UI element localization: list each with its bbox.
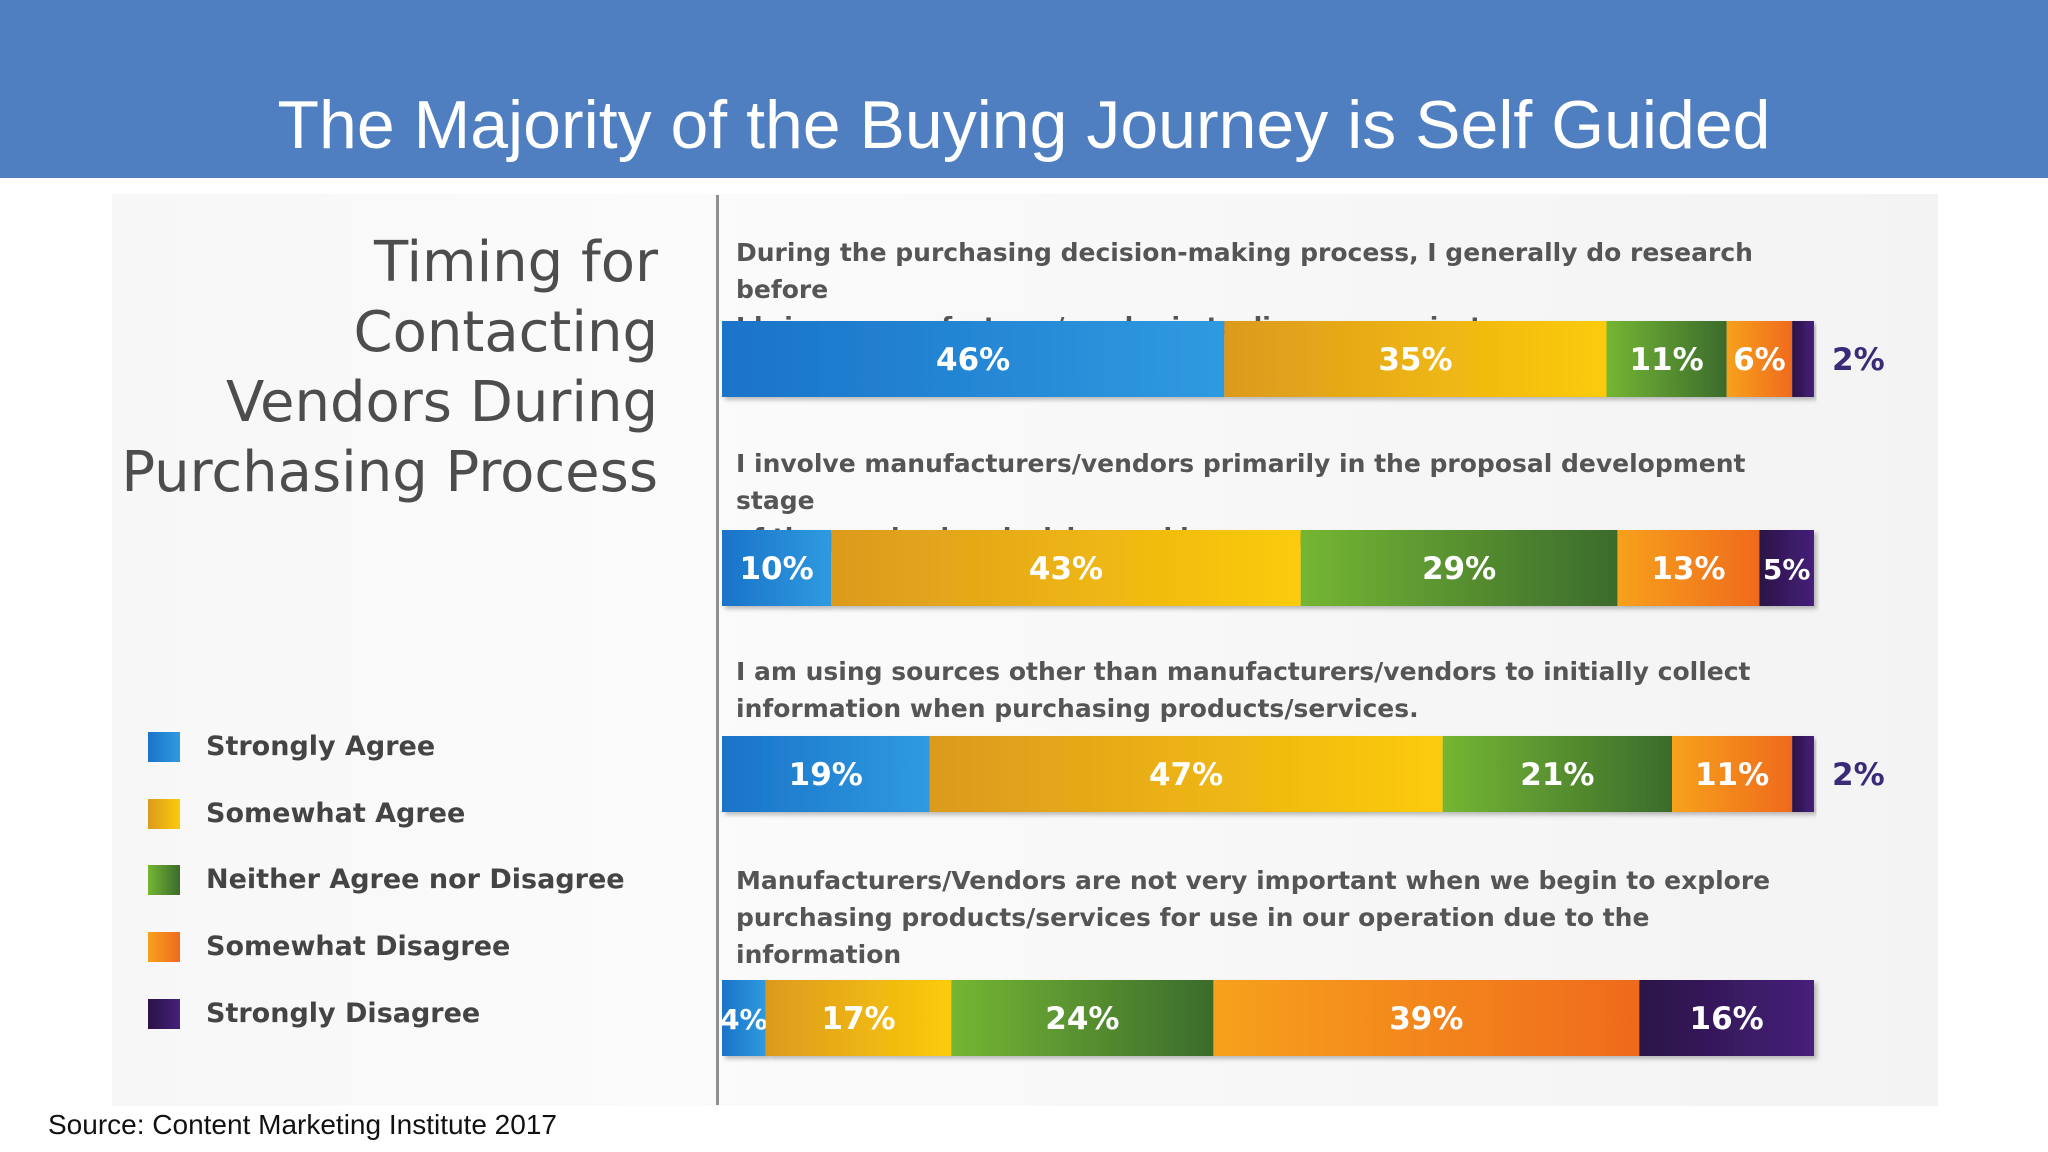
bar-segment-r2-s3 (1300, 530, 1618, 606)
bar-label-r2-s2: 43% (1029, 551, 1103, 587)
legend-swatch-somewhat-disagree (148, 932, 180, 962)
bar-segment-r3-s5 (1792, 736, 1814, 812)
bar-label-r2-s5: 5% (1763, 553, 1811, 586)
bar-segment-r3-s4 (1672, 736, 1793, 812)
bar-label-r3-s1: 19% (789, 757, 863, 793)
bar-segment-r1-s2 (1224, 321, 1607, 397)
statement-3: I am using sources other than manufactur… (736, 653, 1816, 727)
chart-title-line-3: Purchasing Process (121, 440, 658, 505)
legend-swatch-somewhat-agree (148, 799, 180, 829)
bar-segment-r2-s5 (1759, 530, 1814, 606)
bar-segment-r1-s3 (1606, 321, 1727, 397)
legend-item-somewhat-disagree: Somewhat Disagree (148, 927, 648, 967)
bar-label-r1-s1: 46% (936, 342, 1010, 378)
slide-title: The Majority of the Buying Journey is Se… (277, 87, 1771, 163)
bar-segment-r4-s2 (765, 980, 952, 1056)
bar-label-r1-s3: 11% (1629, 342, 1703, 378)
bar-segment-r2-s4 (1617, 530, 1760, 606)
statement-4-line-1: Manufacturers/Vendors are not very impor… (736, 866, 1771, 895)
legend-swatch-neither (148, 865, 180, 895)
bar-segment-r4-s5 (1639, 980, 1814, 1056)
bar-label-r4-s2: 17% (821, 1001, 895, 1037)
bar-label-r3-s4: 11% (1695, 757, 1769, 793)
legend-swatch-strongly-disagree (148, 999, 180, 1029)
statement-4: Manufacturers/Vendors are not very impor… (736, 862, 1816, 1010)
statement-4-line-2: purchasing products/services for use in … (736, 903, 1650, 969)
statement-1-line-1: During the purchasing decision-making pr… (736, 238, 1753, 304)
bar-segment-r1-s5 (1792, 321, 1814, 397)
legend-item-strongly-agree: Strongly Agree (148, 727, 648, 767)
legend-label-somewhat-disagree: Somewhat Disagree (206, 931, 511, 962)
bar-segment-r1-s1 (722, 321, 1225, 397)
legend-item-neither: Neither Agree nor Disagree (148, 860, 648, 900)
legend-label-strongly-agree: Strongly Agree (206, 731, 436, 762)
bar-label-r1-s5: 2% (1832, 342, 1885, 378)
bar-label-r1-s2: 35% (1378, 342, 1452, 378)
bar-label-r2-s3: 29% (1422, 551, 1496, 587)
legend-swatch-strongly-agree (148, 732, 180, 762)
statement-3-line-1: I am using sources other than manufactur… (736, 657, 1751, 686)
bar-segment-r1-s4 (1726, 321, 1793, 397)
legend-label-somewhat-agree: Somewhat Agree (206, 798, 466, 829)
statement-2-line-1: I involve manufacturers/vendors primaril… (736, 449, 1746, 515)
chart-divider (716, 195, 719, 1105)
bar-label-r1-s4: 6% (1733, 342, 1786, 378)
bar-label-r4-s4: 39% (1389, 1001, 1463, 1037)
bar-segment-r4-s4 (1213, 980, 1640, 1056)
chart-title-line-2: Vendors During (226, 370, 658, 435)
bar-segment-r4-s1 (722, 980, 766, 1056)
bar-label-r3-s5: 2% (1832, 757, 1885, 793)
title-banner (0, 0, 2048, 178)
bar-label-r4-s3: 24% (1045, 1001, 1119, 1037)
legend-label-neither: Neither Agree nor Disagree (206, 864, 625, 895)
bar-segment-r3-s2 (929, 736, 1443, 812)
bar-segment-r4-s3 (951, 980, 1214, 1056)
source-note: Source: Content Marketing Institute 2017 (48, 1109, 557, 1140)
statement-3-line-2: information when purchasing products/ser… (736, 694, 1419, 723)
bar-label-r4-s1: 4% (720, 1003, 768, 1036)
legend-label-strongly-disagree: Strongly Disagree (206, 998, 481, 1029)
chart-legend: Strongly Agree Somewhat Agree Neither Ag… (148, 0, 648, 1152)
chart-title-line-1: Timing for Contacting (353, 230, 658, 365)
bar-label-r3-s3: 21% (1520, 757, 1594, 793)
legend-item-strongly-disagree: Strongly Disagree (148, 994, 648, 1034)
bar-segment-r3-s3 (1442, 736, 1673, 812)
bar-label-r2-s4: 13% (1651, 551, 1725, 587)
chart-title: Timing for Contacting Vendors During Pur… (120, 228, 658, 508)
bar-label-r3-s2: 47% (1149, 757, 1223, 793)
bar-label-r2-s1: 10% (739, 551, 813, 587)
legend-item-somewhat-agree: Somewhat Agree (148, 794, 648, 834)
bar-segment-r3-s1 (722, 736, 930, 812)
bar-segment-r2-s1 (722, 530, 832, 606)
bar-label-r4-s5: 16% (1690, 1001, 1764, 1037)
bar-segment-r2-s2 (831, 530, 1301, 606)
